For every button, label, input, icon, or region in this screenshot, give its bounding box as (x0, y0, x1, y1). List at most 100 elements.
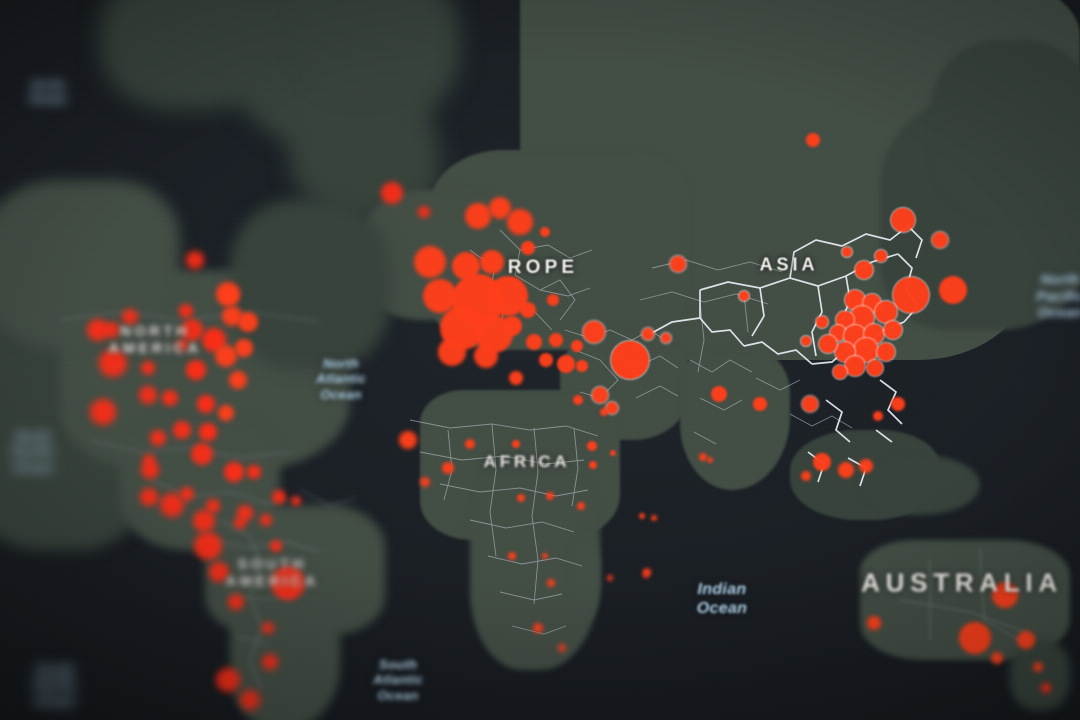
case-bubble[interactable] (186, 360, 206, 380)
case-bubble[interactable] (399, 431, 417, 449)
case-bubble[interactable] (272, 490, 286, 504)
case-bubble[interactable] (442, 462, 454, 474)
case-bubble[interactable] (547, 579, 555, 587)
case-bubble[interactable] (540, 227, 550, 237)
case-bubble[interactable] (262, 654, 278, 670)
case-bubble[interactable] (539, 353, 553, 367)
case-bubble[interactable] (215, 345, 237, 367)
case-bubble[interactable] (199, 423, 217, 441)
case-bubble[interactable] (639, 513, 645, 519)
case-bubble[interactable] (592, 387, 608, 403)
case-bubble[interactable] (260, 514, 272, 526)
case-bubble[interactable] (661, 333, 671, 343)
case-bubble[interactable] (270, 540, 282, 552)
case-bubble[interactable] (291, 496, 301, 506)
case-bubble[interactable] (699, 453, 707, 461)
case-bubble[interactable] (707, 457, 713, 463)
case-bubble[interactable] (508, 552, 516, 560)
case-bubble[interactable] (711, 386, 727, 402)
case-bubble[interactable] (480, 250, 504, 274)
case-bubble[interactable] (533, 623, 543, 633)
case-bubble[interactable] (452, 252, 480, 280)
case-bubble[interactable] (542, 553, 548, 559)
case-bubble[interactable] (753, 397, 767, 411)
case-bubble[interactable] (893, 277, 929, 313)
case-bubble[interactable] (139, 386, 157, 404)
case-bubble[interactable] (838, 462, 854, 478)
case-bubble[interactable] (959, 622, 991, 654)
case-bubble[interactable] (558, 644, 566, 652)
case-bubble[interactable] (509, 371, 523, 385)
case-bubble[interactable] (140, 488, 158, 506)
case-bubble[interactable] (177, 339, 189, 351)
case-bubble[interactable] (813, 453, 831, 471)
case-bubble[interactable] (991, 652, 1003, 664)
case-bubble[interactable] (228, 594, 244, 610)
case-bubble[interactable] (801, 471, 811, 481)
case-bubble[interactable] (583, 321, 605, 343)
case-bubble[interactable] (465, 203, 491, 229)
case-bubble[interactable] (607, 575, 613, 581)
case-bubble[interactable] (1041, 683, 1051, 693)
case-bubble[interactable] (194, 532, 222, 560)
case-bubble[interactable] (221, 288, 237, 304)
case-bubble[interactable] (181, 319, 203, 341)
case-bubble[interactable] (162, 390, 178, 406)
case-bubble[interactable] (819, 335, 837, 353)
case-bubble[interactable] (271, 566, 305, 600)
case-bubble[interactable] (262, 622, 274, 634)
case-bubble[interactable] (859, 459, 873, 473)
case-bubble[interactable] (418, 206, 430, 218)
case-bubble[interactable] (877, 343, 895, 361)
case-bubble[interactable] (235, 339, 253, 357)
case-bubble[interactable] (465, 439, 475, 449)
case-bubble[interactable] (160, 493, 184, 517)
case-bubble[interactable] (521, 241, 535, 255)
case-bubble[interactable] (143, 454, 155, 466)
case-bubble[interactable] (643, 572, 649, 578)
case-bubble[interactable] (99, 349, 127, 377)
case-bubble[interactable] (104, 322, 120, 338)
case-bubble[interactable] (806, 133, 820, 147)
case-bubble[interactable] (611, 341, 649, 379)
case-bubble[interactable] (577, 502, 585, 510)
case-bubble[interactable] (90, 399, 116, 425)
case-bubble[interactable] (247, 465, 261, 479)
case-bubble[interactable] (423, 279, 457, 313)
case-bubble[interactable] (122, 309, 138, 325)
case-bubble[interactable] (420, 477, 430, 487)
case-bubble[interactable] (229, 371, 247, 389)
case-bubble[interactable] (833, 365, 847, 379)
case-bubble[interactable] (224, 462, 244, 482)
case-bubble[interactable] (802, 396, 818, 412)
case-bubble[interactable] (670, 256, 686, 272)
case-bubble[interactable] (571, 340, 583, 352)
case-bubble[interactable] (867, 616, 881, 630)
case-bubble[interactable] (238, 312, 258, 332)
case-bubble[interactable] (526, 334, 542, 350)
case-bubble[interactable] (557, 355, 575, 373)
case-bubble[interactable] (1033, 662, 1043, 672)
case-bubble[interactable] (891, 397, 905, 411)
case-bubble[interactable] (546, 492, 554, 500)
case-bubble[interactable] (240, 690, 260, 710)
case-bubble[interactable] (573, 395, 583, 405)
case-bubble[interactable] (438, 338, 466, 366)
case-bubble[interactable] (179, 304, 193, 318)
case-bubble[interactable] (191, 443, 213, 465)
case-bubble[interactable] (512, 440, 520, 448)
case-bubble[interactable] (932, 232, 948, 248)
case-bubble[interactable] (845, 356, 865, 376)
case-bubble[interactable] (218, 405, 234, 421)
case-bubble[interactable] (209, 562, 229, 582)
case-bubble[interactable] (186, 251, 204, 269)
case-bubble[interactable] (875, 250, 887, 262)
case-bubble[interactable] (549, 333, 563, 347)
case-bubble[interactable] (739, 291, 749, 301)
case-bubble[interactable] (873, 411, 883, 421)
case-bubble[interactable] (939, 276, 967, 304)
case-bubble[interactable] (237, 505, 253, 521)
case-bubble[interactable] (517, 494, 525, 502)
case-bubble[interactable] (891, 208, 915, 232)
case-bubble[interactable] (867, 360, 883, 376)
